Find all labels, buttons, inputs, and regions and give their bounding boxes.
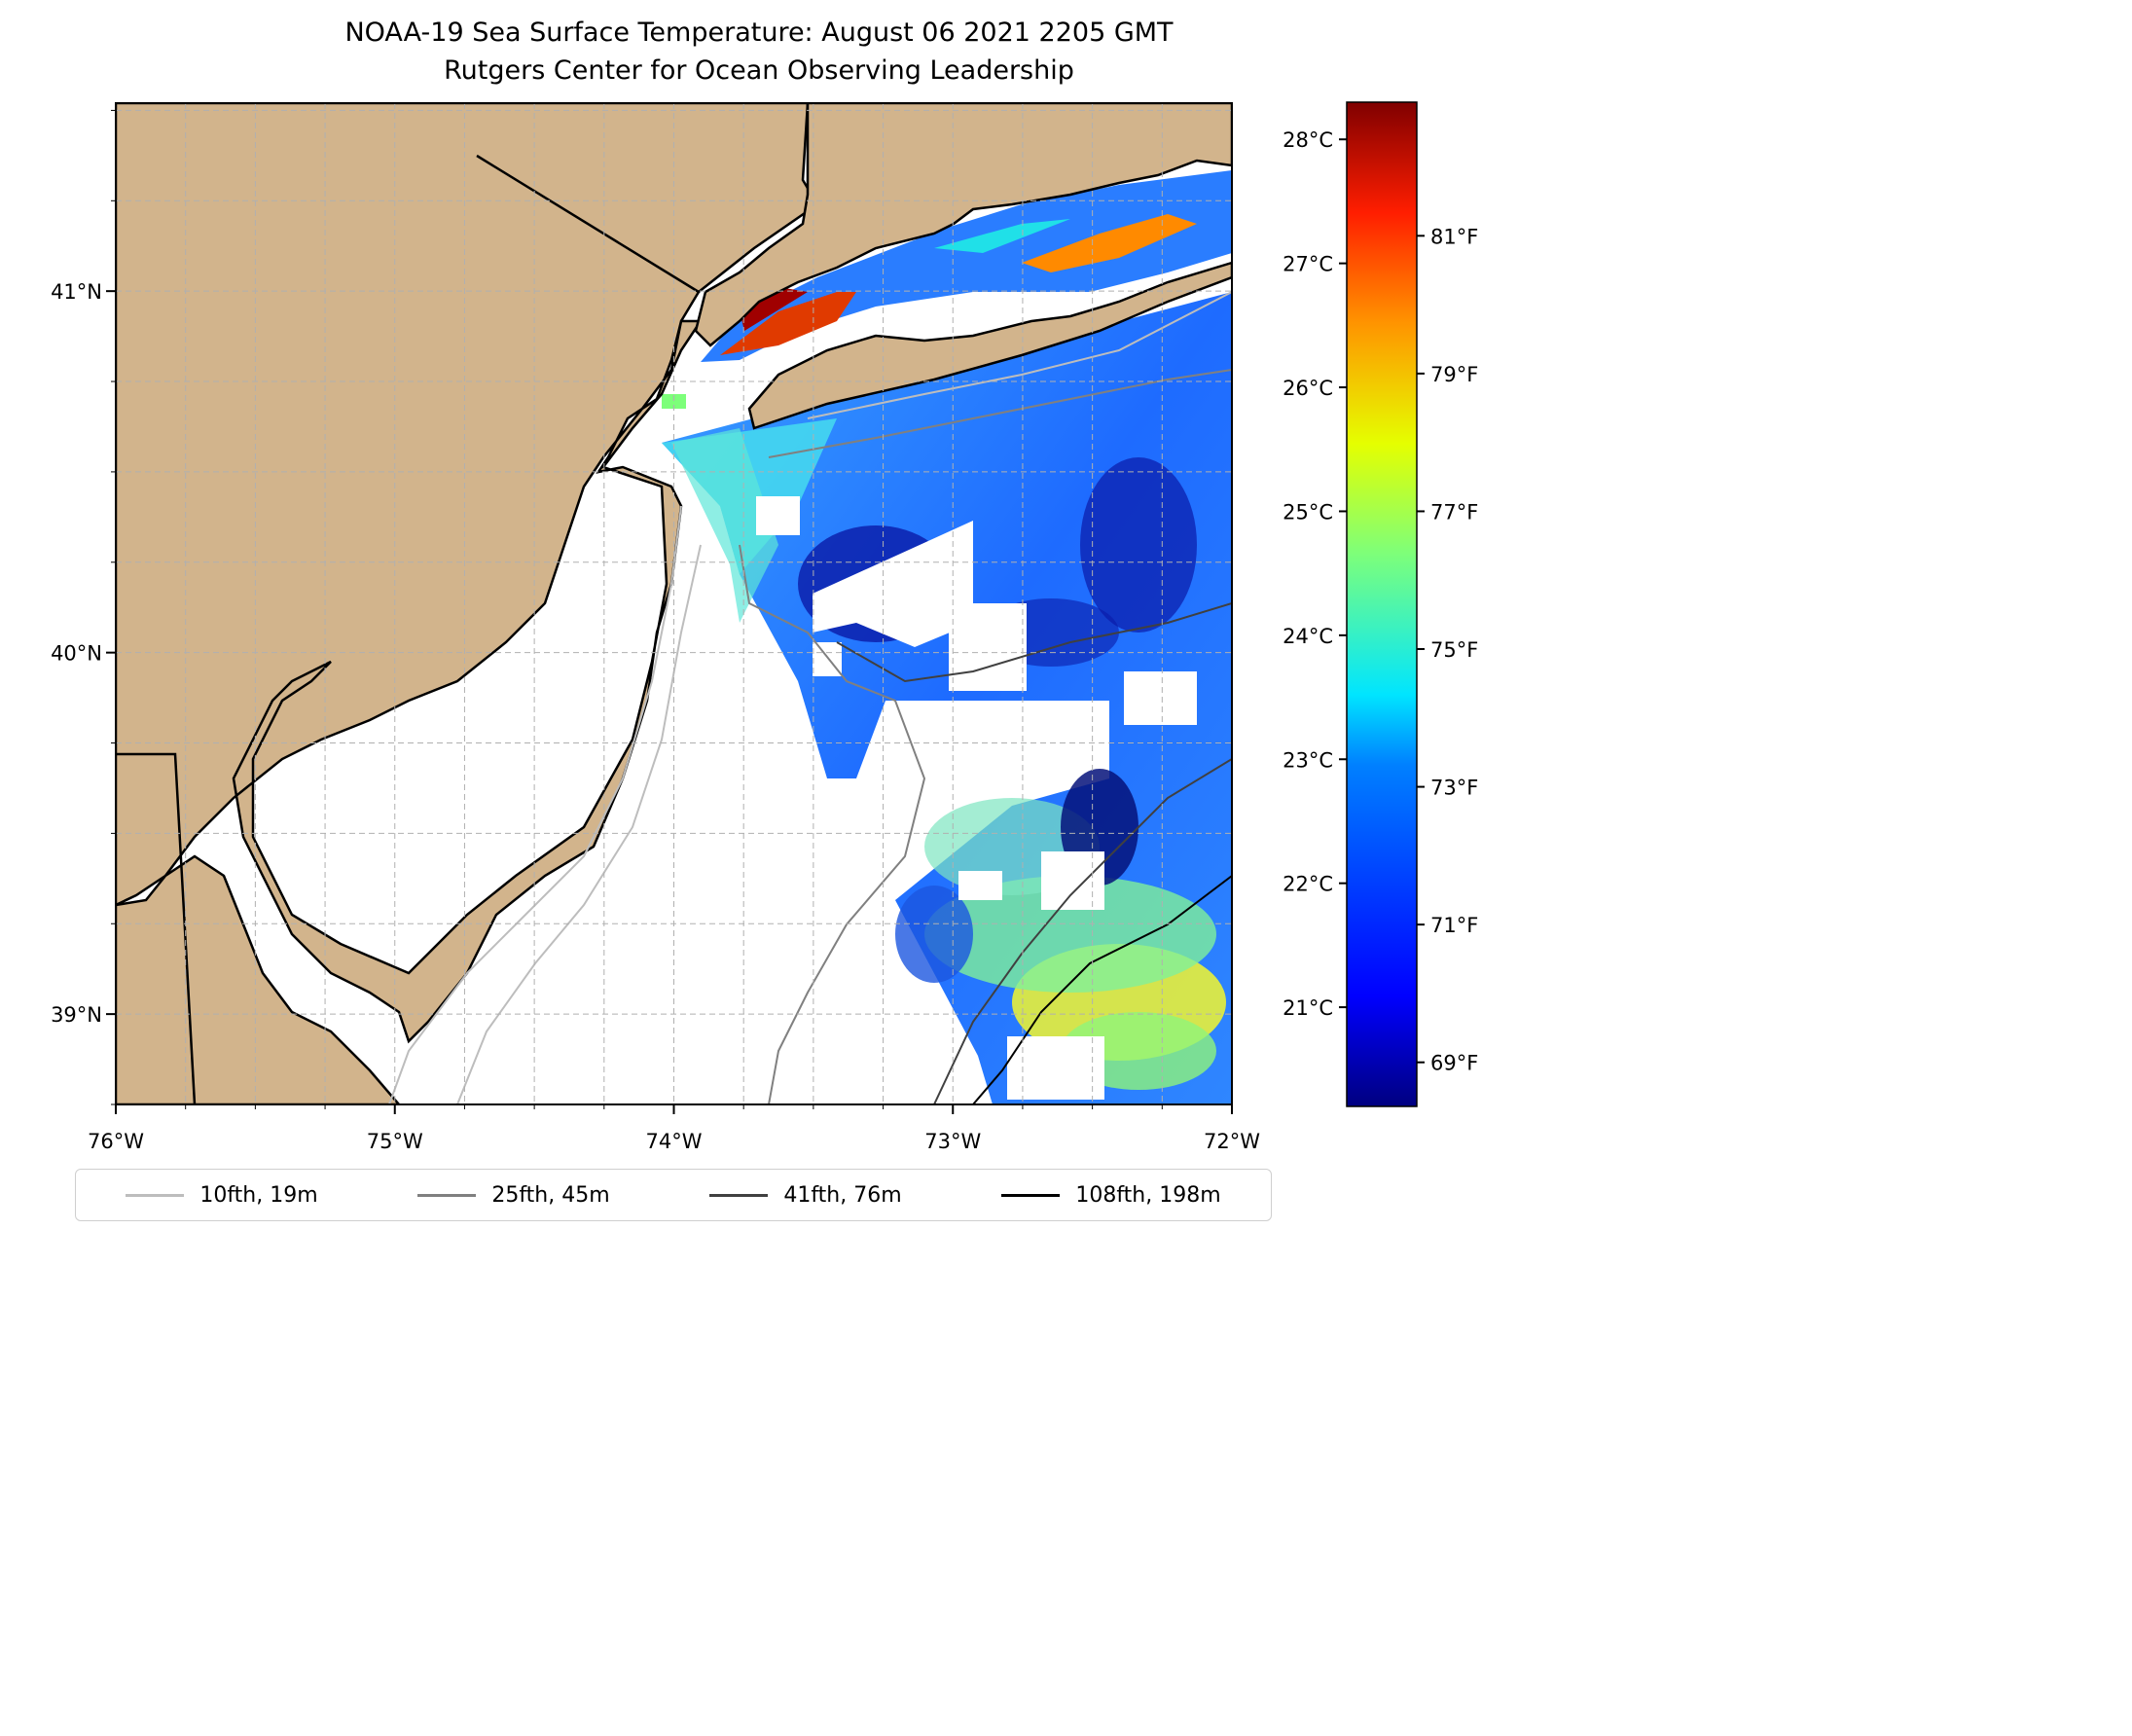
legend-label: 10fth, 19m [199,1182,318,1208]
x-tick-label: 72°W [1204,1130,1260,1153]
legend-swatch [709,1193,769,1197]
legend-item: 108fth, 198m [1001,1182,1221,1208]
legend-item: 25fth, 45m [417,1182,610,1208]
fahrenheit-tick-label: 69°F [1430,1052,1478,1075]
legend-swatch [126,1193,185,1197]
land-areas [116,103,1232,1104]
bathymetry-contours [388,291,1232,1104]
legend-label: 108fth, 198m [1075,1182,1221,1208]
fahrenheit-tick-label: 81°F [1430,225,1478,248]
celsius-tick-label: 21°C [1283,996,1333,1020]
celsius-tick-label: 25°C [1283,500,1333,524]
fahrenheit-tick-label: 77°F [1430,500,1478,524]
x-tick-label: 75°W [367,1130,423,1153]
legend-swatch [417,1193,477,1197]
axis-ticks: 76°W 75°W 74°W 73°W 72°W 41°N 40°N 39°N [51,109,1260,1153]
fahrenheit-tick-label: 79°F [1430,363,1478,386]
state-borders [116,154,700,1104]
celsius-tick-label: 23°C [1283,748,1333,772]
grid-lines [116,103,1232,1104]
fahrenheit-tick-label: 75°F [1430,638,1478,662]
legend-item: 10fth, 19m [126,1182,318,1208]
legend-label: 41fth, 76m [783,1182,902,1208]
celsius-tick-label: 26°C [1283,377,1333,400]
colorbar-ticks: 28°C 27°C 26°C 25°C 24°C 23°C 22°C 21°C 81°F 79°F… [1283,128,1478,1074]
chart-subtitle: Rutgers Center for Ocean Observing Leade… [444,55,1074,86]
y-tick-label: 41°N [51,280,102,304]
fahrenheit-tick-label: 71°F [1430,914,1478,937]
contour-legend: 10fth, 19m 25fth, 45m 41fth, 76m 108fth, 19… [75,1169,1272,1221]
legend-item: 41fth, 76m [709,1182,902,1208]
y-tick-label: 40°N [51,642,102,666]
sst-swath [662,292,1232,1104]
x-tick-label: 74°W [646,1130,703,1153]
celsius-tick-label: 24°C [1283,625,1333,648]
celsius-tick-label: 22°C [1283,873,1333,896]
y-tick-label: 39°N [51,1003,102,1027]
legend-label: 25fth, 45m [491,1182,610,1208]
long-island-sound-sst [662,170,1232,409]
x-tick-label: 76°W [88,1130,144,1153]
celsius-tick-label: 27°C [1283,253,1333,276]
x-tick-label: 73°W [924,1130,981,1153]
celsius-tick-label: 28°C [1283,128,1333,152]
fahrenheit-tick-label: 73°F [1430,777,1478,800]
colorbar [1346,101,1418,1107]
legend-swatch [1001,1193,1061,1197]
chart-title: NOAA-19 Sea Surface Temperature: August … [344,18,1174,48]
